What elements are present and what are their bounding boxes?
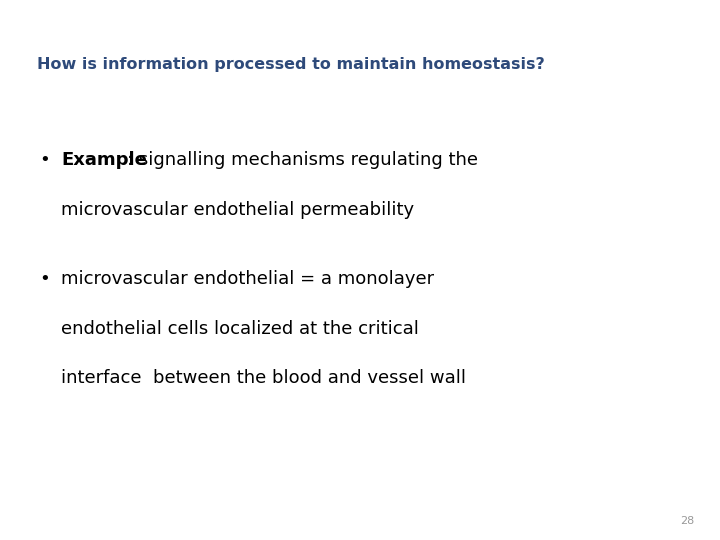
Text: : signalling mechanisms regulating the: : signalling mechanisms regulating the — [127, 151, 478, 169]
Text: •: • — [40, 151, 50, 169]
Text: interface  between the blood and vessel wall: interface between the blood and vessel w… — [61, 369, 467, 387]
Text: 28: 28 — [680, 516, 695, 526]
Text: microvascular endothelial = a monolayer: microvascular endothelial = a monolayer — [61, 270, 434, 288]
Text: microvascular endothelial permeability: microvascular endothelial permeability — [61, 201, 414, 219]
Text: •: • — [40, 270, 50, 288]
Text: How is information processed to maintain homeostasis?: How is information processed to maintain… — [37, 57, 545, 72]
Text: endothelial cells localized at the critical: endothelial cells localized at the criti… — [61, 320, 419, 338]
Text: Example: Example — [61, 151, 147, 169]
